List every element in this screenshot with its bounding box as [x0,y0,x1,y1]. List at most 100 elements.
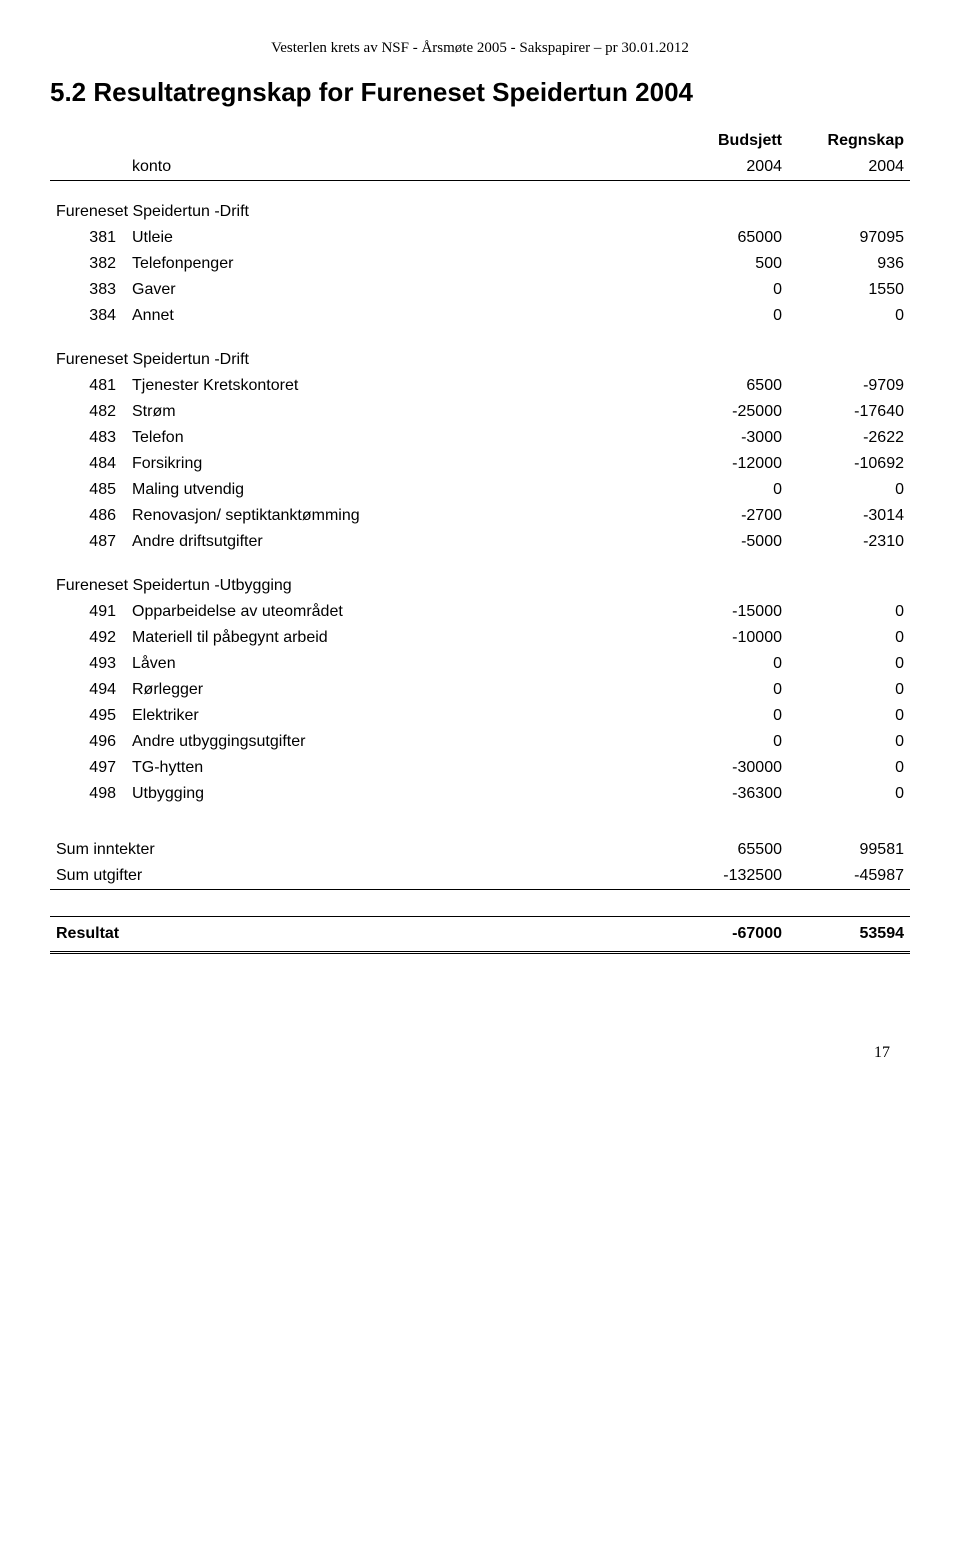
row-code: 493 [50,651,126,677]
row-budget: 0 [666,677,788,703]
section-title: 5.2 Resultatregnskap for Fureneset Speid… [50,77,910,108]
row-budget: -12000 [666,451,788,477]
row-label: Renovasjon/ septiktanktømming [126,503,666,529]
row-label: Telefon [126,425,666,451]
row-budget: 0 [666,729,788,755]
table-row: 487Andre driftsutgifter-5000-2310 [50,529,910,555]
row-code: 384 [50,303,126,329]
row-actual: 0 [788,651,910,677]
table-row: 381Utleie6500097095 [50,225,910,251]
row-label: Gaver [126,277,666,303]
sum-budget: 65500 [666,837,788,863]
row-code: 382 [50,251,126,277]
table-row: 494Rørlegger00 [50,677,910,703]
section-label: Fureneset Speidertun -Drift [50,329,910,373]
row-label: Låven [126,651,666,677]
row-label: TG-hytten [126,755,666,781]
row-budget: -36300 [666,781,788,807]
row-actual: 0 [788,625,910,651]
row-budget: -2700 [666,503,788,529]
table-row: 481Tjenester Kretskontoret6500-9709 [50,373,910,399]
row-label: Annet [126,303,666,329]
page-number: 17 [50,1044,910,1062]
row-actual: -10692 [788,451,910,477]
row-budget: 0 [666,651,788,677]
row-code: 487 [50,529,126,555]
col-header-regnskap: Regnskap [788,128,910,154]
row-budget: -30000 [666,755,788,781]
table-row: 497TG-hytten-300000 [50,755,910,781]
table-row: 485Maling utvendig00 [50,477,910,503]
row-label: Utbygging [126,781,666,807]
col-header-budsjett: Budsjett [666,128,788,154]
row-code: 491 [50,599,126,625]
row-actual: -2622 [788,425,910,451]
row-code: 495 [50,703,126,729]
sum-actual: 99581 [788,837,910,863]
row-label: Opparbeidelse av uteområdet [126,599,666,625]
row-label: Materiell til påbegynt arbeid [126,625,666,651]
table-row: 498Utbygging-363000 [50,781,910,807]
table-row: 383Gaver01550 [50,277,910,303]
result-row: Resultat-6700053594 [50,917,910,953]
row-actual: 0 [788,781,910,807]
table-row: 486Renovasjon/ septiktanktømming-2700-30… [50,503,910,529]
page-header: Vesterlen krets av NSF - Årsmøte 2005 - … [50,40,910,57]
row-actual: 97095 [788,225,910,251]
row-budget: 0 [666,277,788,303]
row-code: 381 [50,225,126,251]
row-code: 492 [50,625,126,651]
row-actual: 0 [788,755,910,781]
row-label: Forsikring [126,451,666,477]
row-label: Maling utvendig [126,477,666,503]
sum-row: Sum inntekter6550099581 [50,837,910,863]
col-header-year1: 2004 [666,154,788,181]
row-label: Rørlegger [126,677,666,703]
row-code: 498 [50,781,126,807]
row-label: Andre utbyggingsutgifter [126,729,666,755]
row-budget: -15000 [666,599,788,625]
table-row: 484Forsikring-12000-10692 [50,451,910,477]
row-budget: -3000 [666,425,788,451]
row-actual: -9709 [788,373,910,399]
row-budget: -25000 [666,399,788,425]
table-row: 493Låven00 [50,651,910,677]
row-actual: -2310 [788,529,910,555]
row-actual: -3014 [788,503,910,529]
row-actual: 936 [788,251,910,277]
row-budget: 0 [666,703,788,729]
row-label: Tjenester Kretskontoret [126,373,666,399]
table-row: 495Elektriker00 [50,703,910,729]
sum-label: Sum utgifter [50,863,666,890]
row-code: 497 [50,755,126,781]
sum-label: Sum inntekter [50,837,666,863]
row-code: 494 [50,677,126,703]
result-label: Resultat [50,917,666,953]
section-label: Fureneset Speidertun -Utbygging [50,555,910,599]
row-label: Utleie [126,225,666,251]
table-row: 482Strøm-25000-17640 [50,399,910,425]
table-row: 491Opparbeidelse av uteområdet-150000 [50,599,910,625]
row-label: Elektriker [126,703,666,729]
row-budget: 500 [666,251,788,277]
row-code: 383 [50,277,126,303]
row-actual: 0 [788,477,910,503]
row-code: 485 [50,477,126,503]
row-code: 496 [50,729,126,755]
row-code: 481 [50,373,126,399]
summary-table: Sum inntekter6550099581Sum utgifter-1325… [50,837,910,954]
row-actual: 1550 [788,277,910,303]
row-actual: 0 [788,729,910,755]
col-header-konto: konto [126,154,666,181]
row-code: 482 [50,399,126,425]
col-header-year2: 2004 [788,154,910,181]
row-budget: 0 [666,303,788,329]
row-actual: 0 [788,677,910,703]
row-budget: 65000 [666,225,788,251]
table-row: 483Telefon-3000-2622 [50,425,910,451]
table-row: 492Materiell til påbegynt arbeid-100000 [50,625,910,651]
section-label: Fureneset Speidertun -Drift [50,181,910,226]
row-label: Telefonpenger [126,251,666,277]
sum-budget: -132500 [666,863,788,890]
sum-row: Sum utgifter-132500-45987 [50,863,910,890]
